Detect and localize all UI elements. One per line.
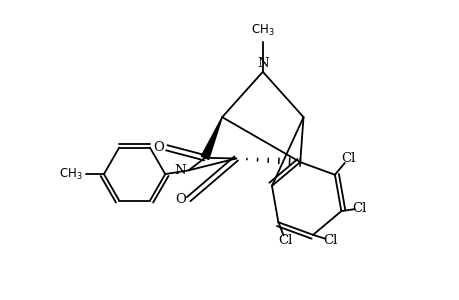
Text: Cl: Cl	[322, 234, 337, 247]
Text: N: N	[174, 164, 186, 177]
Polygon shape	[201, 117, 222, 159]
Text: Cl: Cl	[278, 234, 292, 247]
Text: CH$_3$: CH$_3$	[59, 167, 83, 182]
Text: CH$_3$: CH$_3$	[251, 23, 274, 38]
Text: Cl: Cl	[352, 202, 366, 215]
Text: O: O	[153, 141, 164, 154]
Text: O: O	[175, 193, 186, 206]
Text: Cl: Cl	[341, 152, 355, 165]
Text: N: N	[257, 57, 268, 70]
